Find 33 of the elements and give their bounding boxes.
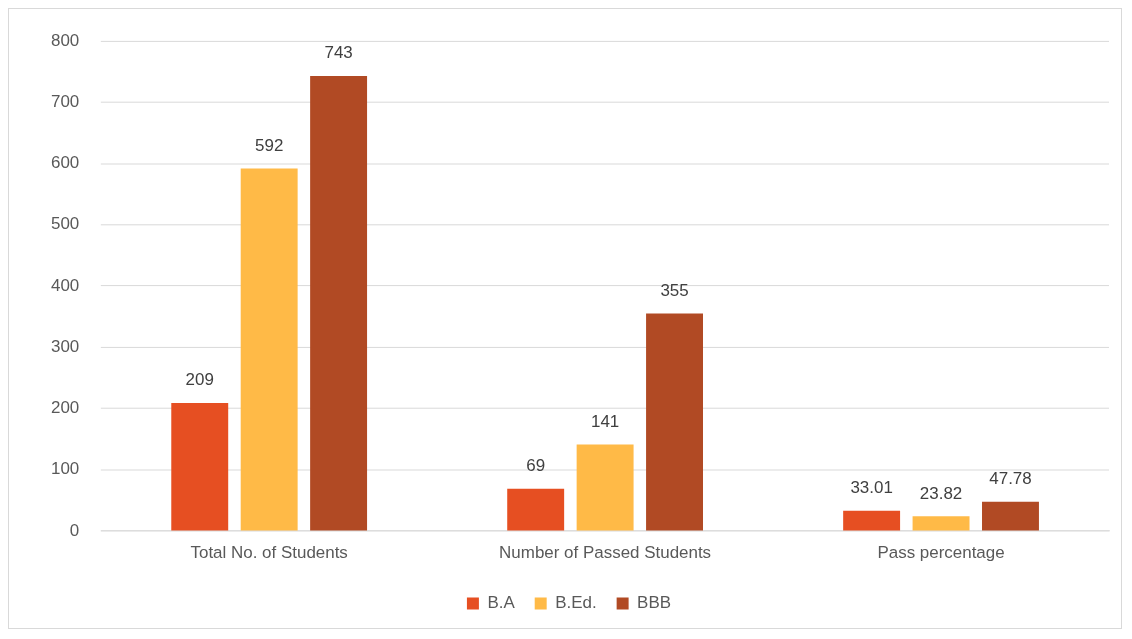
y-tick-label: 700 xyxy=(50,92,80,111)
bar xyxy=(240,168,298,531)
data-label: 209 xyxy=(185,370,214,390)
bar xyxy=(912,516,970,531)
data-label: 23.82 xyxy=(919,483,963,503)
data-label: 743 xyxy=(324,43,353,63)
data-label: 47.78 xyxy=(989,468,1032,488)
data-label: 355 xyxy=(660,280,689,300)
y-tick-label: 500 xyxy=(50,214,80,234)
bar xyxy=(646,313,703,531)
bar xyxy=(576,444,634,531)
y-tick-label: 300 xyxy=(50,336,80,356)
x-tick-label: Number of Passed Students xyxy=(499,542,712,562)
data-label: 69 xyxy=(526,455,546,475)
bar xyxy=(310,76,368,531)
data-label: 592 xyxy=(255,135,284,155)
bar xyxy=(507,488,565,531)
legend-label: BBB xyxy=(637,593,672,613)
x-tick-label: Pass percentage xyxy=(877,542,1005,562)
bar xyxy=(171,402,229,531)
data-label: 33.01 xyxy=(850,477,893,497)
y-tick-label: 100 xyxy=(50,459,80,479)
y-tick-label: 600 xyxy=(50,153,80,173)
bar xyxy=(982,501,1039,531)
y-tick-label: 400 xyxy=(50,275,80,295)
y-tick-label: 0 xyxy=(69,520,80,540)
bar xyxy=(843,510,901,531)
legend-label: B.Ed. xyxy=(555,593,597,613)
legend-label: B.A xyxy=(487,593,516,613)
y-tick-label: 200 xyxy=(50,398,80,418)
x-tick-label: Total No. of Students xyxy=(190,542,348,562)
data-label: 141 xyxy=(590,411,620,431)
y-tick-label: 800 xyxy=(50,30,80,50)
